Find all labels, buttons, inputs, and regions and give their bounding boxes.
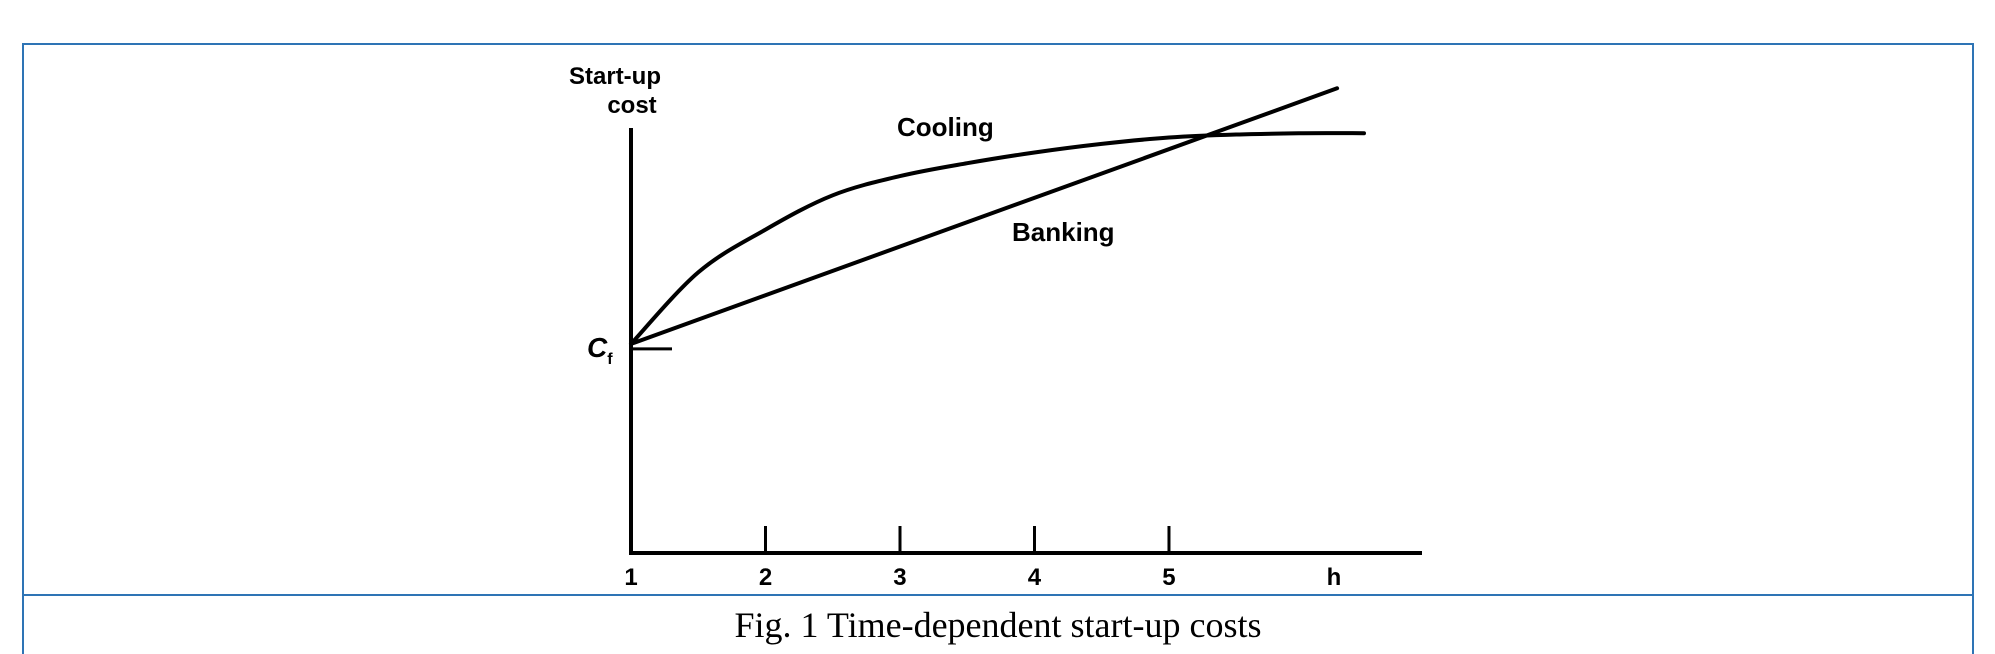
x-tick-label-3: 3 — [893, 564, 906, 591]
caption-divider — [22, 594, 1974, 596]
x-tick-label-5: 5 — [1162, 564, 1175, 591]
y-axis-label-line2: cost — [607, 92, 656, 119]
x-tick-label-2: 2 — [759, 564, 772, 591]
x-tick-label-4: 4 — [1028, 564, 1042, 591]
figure-caption: Fig. 1 Time-dependent start-up costs — [734, 605, 1262, 645]
series-line-banking — [629, 86, 1340, 346]
series-line-cooling — [629, 131, 1366, 346]
intercept-label: Cf — [587, 332, 613, 368]
x-tick-label-1: 1 — [624, 564, 637, 591]
series-label-cooling: Cooling — [897, 112, 994, 142]
x-axis-label: h — [1327, 564, 1342, 591]
y-axis-label-line1: Start-up — [569, 63, 661, 90]
figure-frame — [22, 43, 1974, 654]
series-label-banking: Banking — [1012, 217, 1115, 247]
chart-series — [629, 86, 1366, 346]
chart-axes — [629, 128, 1422, 555]
